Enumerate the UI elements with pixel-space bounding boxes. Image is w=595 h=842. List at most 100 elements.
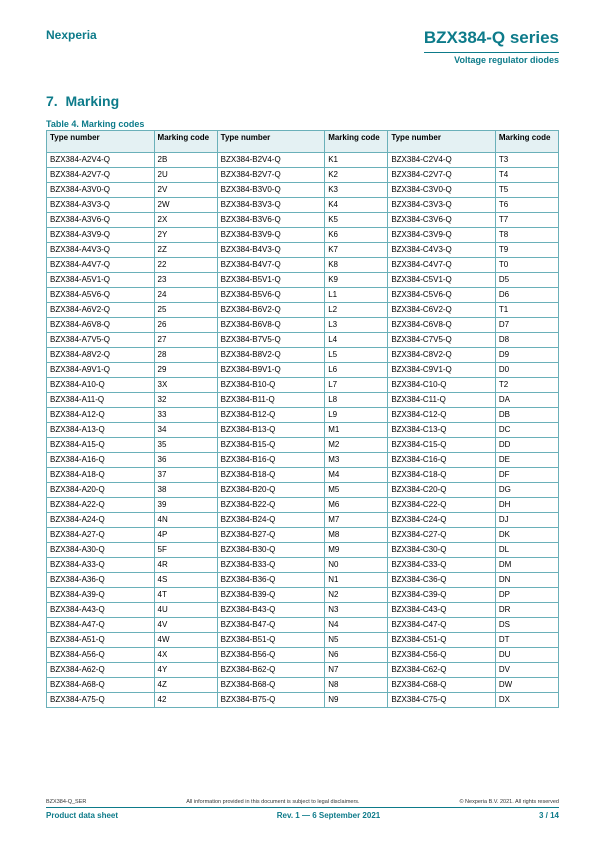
table-cell: BZX384-C20-Q <box>388 483 496 498</box>
table-cell: DV <box>495 663 558 678</box>
table-cell: DD <box>495 438 558 453</box>
table-row: BZX384-A75-Q42BZX384-B75-QN9BZX384-C75-Q… <box>47 693 559 708</box>
brand: Nexperia <box>46 28 97 42</box>
table-row: BZX384-A16-Q36BZX384-B16-QM3BZX384-C16-Q… <box>47 453 559 468</box>
table-cell: BZX384-B30-Q <box>217 543 325 558</box>
table-cell: L7 <box>325 378 388 393</box>
table-cell: BZX384-A2V7-Q <box>47 168 155 183</box>
table-row: BZX384-A47-Q4VBZX384-B47-QN4BZX384-C47-Q… <box>47 618 559 633</box>
table-cell: DF <box>495 468 558 483</box>
footer-doc-ref: BZX384-Q_SER <box>46 799 86 805</box>
section-title: Marking <box>65 93 119 109</box>
table-row: BZX384-A3V6-Q2XBZX384-B3V6-QK5BZX384-C3V… <box>47 213 559 228</box>
table-cell: 22 <box>154 258 217 273</box>
footer-rule <box>46 807 559 808</box>
th-type-3: Type number <box>388 131 496 153</box>
table-row: BZX384-A5V1-Q23BZX384-B5V1-QK9BZX384-C5V… <box>47 273 559 288</box>
table-cell: D5 <box>495 273 558 288</box>
table-cell: 4V <box>154 618 217 633</box>
product-title: BZX384-Q series <box>424 28 559 48</box>
table-row: BZX384-A27-Q4PBZX384-B27-QM8BZX384-C27-Q… <box>47 528 559 543</box>
section-heading: 7. Marking <box>46 93 559 109</box>
table-cell: BZX384-A75-Q <box>47 693 155 708</box>
table-cell: BZX384-B20-Q <box>217 483 325 498</box>
table-cell: T1 <box>495 303 558 318</box>
table-cell: 2Y <box>154 228 217 243</box>
table-cell: N6 <box>325 648 388 663</box>
table-cell: BZX384-B3V3-Q <box>217 198 325 213</box>
table-cell: BZX384-A9V1-Q <box>47 363 155 378</box>
table-cell: BZX384-A3V6-Q <box>47 213 155 228</box>
table-title: Table 4. Marking codes <box>46 119 559 129</box>
table-row: BZX384-A51-Q4WBZX384-B51-QN5BZX384-C51-Q… <box>47 633 559 648</box>
table-cell: BZX384-C3V0-Q <box>388 183 496 198</box>
table-cell: DL <box>495 543 558 558</box>
table-cell: BZX384-A8V2-Q <box>47 348 155 363</box>
table-cell: BZX384-C6V8-Q <box>388 318 496 333</box>
table-cell: L1 <box>325 288 388 303</box>
section-number: 7. <box>46 93 58 109</box>
table-cell: 36 <box>154 453 217 468</box>
table-cell: N7 <box>325 663 388 678</box>
table-cell: 4W <box>154 633 217 648</box>
table-cell: BZX384-B9V1-Q <box>217 363 325 378</box>
table-cell: K9 <box>325 273 388 288</box>
table-cell: BZX384-A4V7-Q <box>47 258 155 273</box>
table-cell: 23 <box>154 273 217 288</box>
table-cell: 4Y <box>154 663 217 678</box>
table-cell: 38 <box>154 483 217 498</box>
table-cell: DG <box>495 483 558 498</box>
table-cell: BZX384-A12-Q <box>47 408 155 423</box>
table-cell: BZX384-B22-Q <box>217 498 325 513</box>
table-cell: BZX384-C47-Q <box>388 618 496 633</box>
table-cell: BZX384-A16-Q <box>47 453 155 468</box>
th-code-1: Marking code <box>154 131 217 153</box>
table-cell: BZX384-A6V8-Q <box>47 318 155 333</box>
table-row: BZX384-A6V2-Q25BZX384-B6V2-QL2BZX384-C6V… <box>47 303 559 318</box>
table-row: BZX384-A11-Q32BZX384-B11-QL8BZX384-C11-Q… <box>47 393 559 408</box>
table-cell: 27 <box>154 333 217 348</box>
table-cell: M1 <box>325 423 388 438</box>
table-cell: BZX384-C3V9-Q <box>388 228 496 243</box>
table-cell: BZX384-B5V1-Q <box>217 273 325 288</box>
table-cell: M4 <box>325 468 388 483</box>
table-cell: BZX384-B12-Q <box>217 408 325 423</box>
table-cell: L2 <box>325 303 388 318</box>
table-cell: BZX384-B18-Q <box>217 468 325 483</box>
table-cell: 4P <box>154 528 217 543</box>
table-cell: BZX384-C22-Q <box>388 498 496 513</box>
table-cell: D9 <box>495 348 558 363</box>
table-cell: BZX384-C36-Q <box>388 573 496 588</box>
table-cell: BZX384-A2V4-Q <box>47 153 155 168</box>
table-cell: DK <box>495 528 558 543</box>
table-cell: 24 <box>154 288 217 303</box>
table-cell: L6 <box>325 363 388 378</box>
table-cell: K1 <box>325 153 388 168</box>
table-cell: T7 <box>495 213 558 228</box>
table-row: BZX384-A10-Q3XBZX384-B10-QL7BZX384-C10-Q… <box>47 378 559 393</box>
table-cell: BZX384-A7V5-Q <box>47 333 155 348</box>
footer-page: 3 / 14 <box>539 811 559 820</box>
table-cell: BZX384-C27-Q <box>388 528 496 543</box>
table-cell: DJ <box>495 513 558 528</box>
table-row: BZX384-A18-Q37BZX384-B18-QM4BZX384-C18-Q… <box>47 468 559 483</box>
table-cell: BZX384-B6V2-Q <box>217 303 325 318</box>
table-cell: D6 <box>495 288 558 303</box>
table-cell: BZX384-A56-Q <box>47 648 155 663</box>
product-subtitle: Voltage regulator diodes <box>424 55 559 65</box>
table-cell: D0 <box>495 363 558 378</box>
table-row: BZX384-A62-Q4YBZX384-B62-QN7BZX384-C62-Q… <box>47 663 559 678</box>
table-cell: DM <box>495 558 558 573</box>
table-cell: N3 <box>325 603 388 618</box>
table-row: BZX384-A5V6-Q24BZX384-B5V6-QL1BZX384-C5V… <box>47 288 559 303</box>
table-cell: T2 <box>495 378 558 393</box>
table-cell: D8 <box>495 333 558 348</box>
table-cell: BZX384-C16-Q <box>388 453 496 468</box>
table-cell: 35 <box>154 438 217 453</box>
table-cell: BZX384-A43-Q <box>47 603 155 618</box>
table-cell: DN <box>495 573 558 588</box>
table-cell: K5 <box>325 213 388 228</box>
table-cell: BZX384-C10-Q <box>388 378 496 393</box>
table-cell: BZX384-B51-Q <box>217 633 325 648</box>
footer-doc-type: Product data sheet <box>46 811 118 820</box>
